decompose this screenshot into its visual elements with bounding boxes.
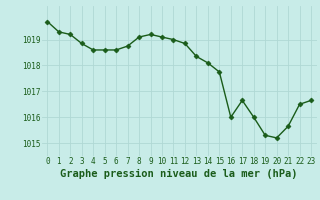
X-axis label: Graphe pression niveau de la mer (hPa): Graphe pression niveau de la mer (hPa) <box>60 169 298 179</box>
